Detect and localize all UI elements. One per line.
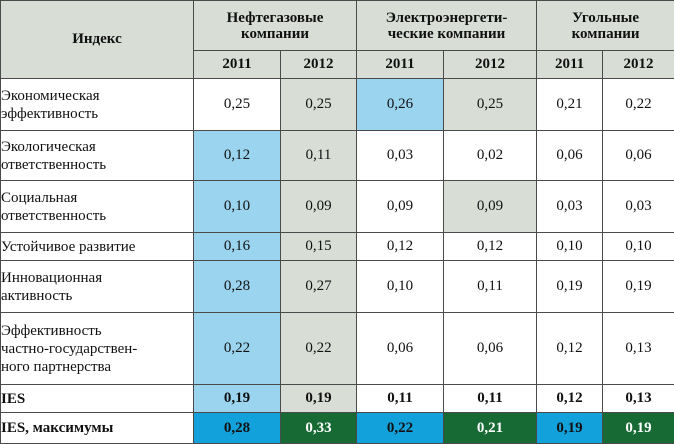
row-label-line: Инновационная bbox=[1, 269, 193, 287]
row-label-line: частно-государствен- bbox=[1, 340, 193, 358]
value-cell: 0,28 bbox=[194, 261, 281, 313]
year-header: 2011 bbox=[537, 51, 603, 79]
value-cell: 0,12 bbox=[537, 385, 603, 413]
row-label-line: ответственность bbox=[1, 156, 193, 174]
value-cell: 0,19 bbox=[281, 385, 357, 413]
value-cell: 0,09 bbox=[281, 181, 357, 233]
group-header-line: Нефтегазовые bbox=[194, 10, 356, 26]
value-cell: 0,11 bbox=[444, 261, 537, 313]
value-cell: 0,09 bbox=[357, 181, 444, 233]
value-cell: 0,10 bbox=[603, 233, 674, 261]
value-cell: 0,28 bbox=[194, 413, 281, 444]
row-label-line: Устойчивое развитие bbox=[1, 238, 193, 256]
value-cell: 0,10 bbox=[357, 261, 444, 313]
value-cell: 0,12 bbox=[194, 131, 281, 181]
value-cell: 0,06 bbox=[603, 131, 674, 181]
table-row-public-private-partnership: Эффективность частно-государствен- ного … bbox=[1, 313, 674, 385]
value-cell: 0,22 bbox=[194, 313, 281, 385]
value-cell: 0,33 bbox=[281, 413, 357, 444]
value-cell: 0,13 bbox=[603, 385, 674, 413]
row-label: Инновационная активность bbox=[1, 261, 194, 313]
value-cell: 0,21 bbox=[444, 413, 537, 444]
value-cell: 0,25 bbox=[194, 79, 281, 131]
value-cell: 0,11 bbox=[444, 385, 537, 413]
table-row-social-responsibility: Социальная ответственность 0,10 0,09 0,0… bbox=[1, 181, 674, 233]
value-cell: 0,21 bbox=[537, 79, 603, 131]
row-label-line: ответственность bbox=[1, 207, 193, 225]
value-cell: 0,26 bbox=[357, 79, 444, 131]
group-header-line: компании bbox=[537, 26, 674, 42]
value-cell: 0,09 bbox=[444, 181, 537, 233]
row-label-line: Экологическая bbox=[1, 138, 193, 156]
row-label: Экологическая ответственность bbox=[1, 131, 194, 181]
value-cell: 0,06 bbox=[357, 313, 444, 385]
row-label-line: Эффективность bbox=[1, 322, 193, 340]
group-header-row: Индекс Нефтегазовые компании Электроэнер… bbox=[1, 1, 674, 51]
value-cell: 0,02 bbox=[444, 131, 537, 181]
row-label-line: Экономическая bbox=[1, 87, 193, 105]
group-header-oil-gas: Нефтегазовые компании bbox=[194, 1, 357, 51]
value-cell: 0,03 bbox=[537, 181, 603, 233]
year-header: 2012 bbox=[603, 51, 674, 79]
table-row-ecological-responsibility: Экологическая ответственность 0,12 0,11 … bbox=[1, 131, 674, 181]
row-label: Эффективность частно-государствен- ного … bbox=[1, 313, 194, 385]
group-header-line: компании bbox=[194, 26, 356, 42]
row-label: Устойчивое развитие bbox=[1, 233, 194, 261]
value-cell: 0,25 bbox=[444, 79, 537, 131]
value-cell: 0,25 bbox=[281, 79, 357, 131]
value-cell: 0,06 bbox=[537, 131, 603, 181]
value-cell: 0,22 bbox=[357, 413, 444, 444]
value-cell: 0,06 bbox=[444, 313, 537, 385]
year-header: 2012 bbox=[281, 51, 357, 79]
value-cell: 0,27 bbox=[281, 261, 357, 313]
value-cell: 0,12 bbox=[357, 233, 444, 261]
value-cell: 0,11 bbox=[357, 385, 444, 413]
row-label: IES bbox=[1, 385, 194, 413]
value-cell: 0,19 bbox=[603, 413, 674, 444]
row-label: IES, максимумы bbox=[1, 413, 194, 444]
group-header-coal: Угольные компании bbox=[537, 1, 674, 51]
row-label-line: активность bbox=[1, 287, 193, 305]
group-header-line: Угольные bbox=[537, 10, 674, 26]
value-cell: 0,13 bbox=[603, 313, 674, 385]
table-row-ies: IES 0,19 0,19 0,11 0,11 0,12 0,13 bbox=[1, 385, 674, 413]
value-cell: 0,12 bbox=[444, 233, 537, 261]
value-cell: 0,22 bbox=[281, 313, 357, 385]
value-cell: 0,19 bbox=[537, 413, 603, 444]
value-cell: 0,22 bbox=[603, 79, 674, 131]
value-cell: 0,19 bbox=[194, 385, 281, 413]
value-cell: 0,10 bbox=[537, 233, 603, 261]
value-cell: 0,10 bbox=[194, 181, 281, 233]
index-column-header: Индекс bbox=[1, 1, 194, 79]
table-row-innovation-activity: Инновационная активность 0,28 0,27 0,10 … bbox=[1, 261, 674, 313]
value-cell: 0,16 bbox=[194, 233, 281, 261]
group-header-line: ческие компании bbox=[357, 26, 536, 42]
table-row-ies-max: IES, максимумы 0,28 0,33 0,22 0,21 0,19 … bbox=[1, 413, 674, 444]
row-label-line: ного партнерства bbox=[1, 358, 193, 376]
row-label: Экономическая эффективность bbox=[1, 79, 194, 131]
value-cell: 0,19 bbox=[537, 261, 603, 313]
year-header: 2011 bbox=[194, 51, 281, 79]
table-row-economic-efficiency: Экономическая эффективность 0,25 0,25 0,… bbox=[1, 79, 674, 131]
value-cell: 0,03 bbox=[603, 181, 674, 233]
row-label-line: Социальная bbox=[1, 189, 193, 207]
value-cell: 0,11 bbox=[281, 131, 357, 181]
value-cell: 0,15 bbox=[281, 233, 357, 261]
row-label-line: эффективность bbox=[1, 105, 193, 123]
year-header: 2011 bbox=[357, 51, 444, 79]
table-row-sustainable-development: Устойчивое развитие 0,16 0,15 0,12 0,12 … bbox=[1, 233, 674, 261]
year-header: 2012 bbox=[444, 51, 537, 79]
value-cell: 0,12 bbox=[537, 313, 603, 385]
group-header-line: Электроэнергети- bbox=[357, 10, 536, 26]
group-header-electric-power: Электроэнергети- ческие компании bbox=[357, 1, 537, 51]
row-label: Социальная ответственность bbox=[1, 181, 194, 233]
value-cell: 0,19 bbox=[603, 261, 674, 313]
value-cell: 0,03 bbox=[357, 131, 444, 181]
